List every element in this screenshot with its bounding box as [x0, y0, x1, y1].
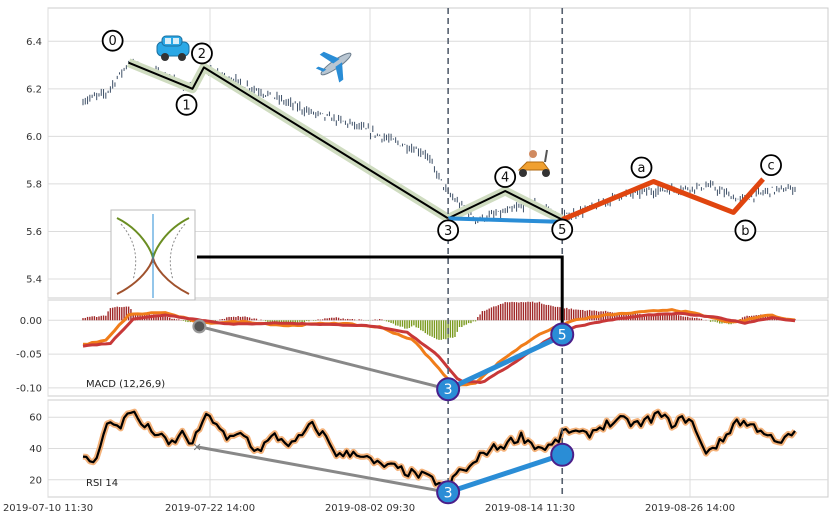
- tick-labels: 5.45.65.86.06.26.40.00-0.05-0.1020406020…: [3, 37, 735, 514]
- wave-label-circle: [630, 156, 653, 179]
- y-tick-label-macd: -0.10: [16, 383, 42, 394]
- impulse-wave-line: [128, 61, 563, 221]
- macd-divergence-blue: [447, 333, 564, 392]
- wave-label-text: 1: [182, 98, 190, 113]
- car-window: [165, 38, 171, 44]
- y-tick-label-macd: -0.05: [16, 350, 42, 361]
- vertical-markers: [197, 8, 564, 497]
- x-tick-label: 2019-08-26 14:00: [645, 503, 735, 514]
- wave-label-text: 0: [109, 34, 117, 49]
- x-tick-label: 2019-08-14 11:30: [485, 503, 575, 514]
- macd-start-dot: [192, 319, 207, 334]
- scooter-rider: [529, 150, 537, 158]
- scooter-handle: [544, 149, 548, 163]
- wave-label-text: 5: [558, 223, 566, 238]
- rsi-start-marker: ✕: [192, 441, 201, 454]
- y-tick-label-price: 5.4: [26, 274, 42, 285]
- rsi-divergence-gray: [196, 445, 449, 494]
- scooter-icon: [517, 149, 550, 177]
- wave-label-text: a: [638, 161, 646, 176]
- y-tick-label-rsi: 20: [29, 475, 42, 486]
- grid-lines: [47, 8, 828, 497]
- point-label-circle: [436, 480, 461, 505]
- point-label-text: 3: [444, 485, 453, 501]
- x-tick-label: 2019-07-10 11:30: [3, 503, 93, 514]
- plane-tail: [315, 66, 327, 72]
- macd-panel-label: MACD (12,26,9): [86, 379, 165, 390]
- rsi-point-label-3: 3: [436, 480, 461, 505]
- scooter-wheel: [519, 169, 527, 177]
- point-label-text: 5: [558, 327, 567, 343]
- rsi-panel-label: RSI 14: [86, 478, 118, 489]
- y-tick-label-macd: 0.00: [20, 316, 42, 327]
- rsi-line: [82, 410, 796, 490]
- point-label-text: 3: [444, 382, 453, 398]
- emoji-icons: [110, 35, 550, 301]
- butterfly-diagram-icon: [110, 209, 196, 301]
- wave-label-b: b: [734, 219, 757, 242]
- inset-connector: [197, 255, 564, 324]
- wave-label-circle: [551, 218, 574, 241]
- y-tick-label-price: 6.2: [26, 84, 42, 95]
- y-tick-label-price: 6.4: [26, 37, 42, 48]
- wave-label-circle: [101, 29, 124, 52]
- point-label-circle: [550, 322, 575, 347]
- y-tick-label-price: 5.8: [26, 179, 42, 190]
- wave-label-4: 4: [494, 166, 517, 188]
- y-tick-label-rsi: 40: [29, 444, 42, 455]
- wave-label-circle: [760, 154, 782, 177]
- wave-label-2: 2: [191, 42, 213, 65]
- rsi-divergence-blue: [447, 452, 563, 495]
- wave-label-circle: [191, 42, 213, 65]
- wave-label-a: a: [630, 156, 653, 179]
- wave-label-text: 3: [444, 224, 452, 239]
- car-window: [173, 38, 179, 44]
- x-tick-label: 2019-08-02 09:30: [325, 503, 415, 514]
- macd-point-label-5: 5: [550, 322, 575, 347]
- wave-label-5: 5: [551, 218, 574, 241]
- y-tick-label-price: 6.0: [26, 132, 42, 143]
- inset-dotted-right: [169, 223, 186, 281]
- wave-label-3: 3: [437, 219, 460, 242]
- wave-labels: ✕ 0 1 2 3 4 5 a b c 3 5 3: [101, 29, 782, 505]
- wave-3-5-segment: [448, 216, 563, 224]
- wave-label-text: 2: [198, 47, 206, 62]
- scooter-body: [517, 161, 550, 171]
- macd-divergence-gray: [199, 324, 449, 391]
- rsi-point-marker-5: [550, 442, 575, 467]
- plane-wing: [319, 51, 340, 64]
- inset-dotted-left: [120, 223, 137, 281]
- airplane-icon: [315, 51, 352, 83]
- wave-label-c: c: [760, 154, 782, 177]
- wave-label-circle: [734, 219, 757, 242]
- car-icon: [156, 35, 190, 61]
- y-tick-label-rsi: 60: [29, 413, 42, 424]
- y-tick-label-price: 5.6: [26, 227, 42, 238]
- car-wheel: [161, 53, 169, 61]
- car-wheel: [178, 53, 186, 61]
- wave-label-circle: [175, 93, 198, 116]
- point-label-circle: [436, 377, 461, 402]
- plane-wing: [335, 62, 344, 83]
- scooter-wheel: [542, 169, 550, 177]
- macd-point-label-3: 3: [436, 377, 461, 402]
- wave-label-circle: [437, 219, 460, 242]
- wave-label-circle: [494, 166, 517, 188]
- wave-label-text: 4: [501, 171, 509, 186]
- wave-label-0: 0: [101, 29, 124, 52]
- corrective-wave-line: [561, 177, 765, 222]
- wave-label-1: 1: [175, 93, 198, 116]
- wave-label-text: b: [741, 224, 749, 239]
- wave-label-text: c: [767, 159, 774, 174]
- x-tick-label: 2019-07-22 14:00: [165, 503, 255, 514]
